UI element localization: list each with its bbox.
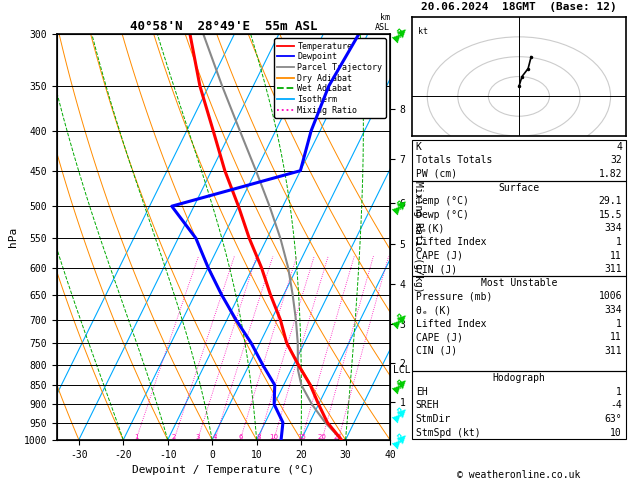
Legend: Temperature, Dewpoint, Parcel Trajectory, Dry Adiabat, Wet Adiabat, Isotherm, Mi: Temperature, Dewpoint, Parcel Trajectory…	[274, 38, 386, 118]
Text: 63°: 63°	[604, 414, 622, 424]
Text: EH: EH	[416, 387, 428, 397]
Text: CIN (J): CIN (J)	[416, 264, 457, 274]
Text: 4: 4	[213, 434, 217, 440]
Text: StmDir: StmDir	[416, 414, 451, 424]
Text: Temp (°C): Temp (°C)	[416, 196, 469, 206]
Text: 29.1: 29.1	[599, 196, 622, 206]
Text: 11: 11	[610, 251, 622, 260]
Text: CAPE (J): CAPE (J)	[416, 332, 463, 342]
Text: Pressure (mb): Pressure (mb)	[416, 292, 492, 301]
Text: ▶▶: ▶▶	[391, 376, 410, 395]
Text: 2: 2	[172, 434, 176, 440]
Text: Lifted Index: Lifted Index	[416, 237, 486, 247]
Text: ⇑: ⇑	[393, 379, 404, 392]
Text: 334: 334	[604, 305, 622, 315]
Text: 15.5: 15.5	[599, 210, 622, 220]
Text: ⇑: ⇑	[393, 28, 404, 40]
Text: LCL: LCL	[393, 364, 411, 375]
Text: 334: 334	[604, 224, 622, 233]
Text: 10: 10	[269, 434, 278, 440]
Text: 4: 4	[616, 142, 622, 152]
X-axis label: Dewpoint / Temperature (°C): Dewpoint / Temperature (°C)	[132, 465, 314, 475]
Text: CAPE (J): CAPE (J)	[416, 251, 463, 260]
Text: 32: 32	[610, 156, 622, 165]
Text: 1: 1	[134, 434, 138, 440]
Text: 1.82: 1.82	[599, 169, 622, 179]
Text: ⇑: ⇑	[393, 434, 404, 446]
Text: © weatheronline.co.uk: © weatheronline.co.uk	[457, 470, 581, 480]
Text: ⇑: ⇑	[393, 313, 404, 326]
Text: ⇑: ⇑	[393, 407, 404, 420]
Text: 1: 1	[616, 237, 622, 247]
Text: 311: 311	[604, 346, 622, 356]
Y-axis label: hPa: hPa	[8, 227, 18, 247]
Text: SREH: SREH	[416, 400, 439, 410]
Text: PW (cm): PW (cm)	[416, 169, 457, 179]
Text: ▶▶: ▶▶	[391, 310, 410, 329]
Text: 20.06.2024  18GMT  (Base: 12): 20.06.2024 18GMT (Base: 12)	[421, 2, 617, 12]
Text: 15: 15	[297, 434, 306, 440]
Text: Lifted Index: Lifted Index	[416, 319, 486, 329]
Text: ▶▶: ▶▶	[391, 404, 410, 423]
Text: θₑ (K): θₑ (K)	[416, 305, 451, 315]
Text: 1: 1	[616, 319, 622, 329]
Text: θₑ(K): θₑ(K)	[416, 224, 445, 233]
Text: Mixing Ratio (g/kg): Mixing Ratio (g/kg)	[413, 181, 423, 293]
Text: StmSpd (kt): StmSpd (kt)	[416, 428, 481, 437]
Text: Most Unstable: Most Unstable	[481, 278, 557, 288]
Text: 1: 1	[616, 387, 622, 397]
Text: 25: 25	[334, 434, 343, 440]
Text: Dewp (°C): Dewp (°C)	[416, 210, 469, 220]
Text: CIN (J): CIN (J)	[416, 346, 457, 356]
Text: kt: kt	[418, 27, 428, 36]
Text: Hodograph: Hodograph	[493, 373, 545, 383]
Text: 20: 20	[318, 434, 326, 440]
Text: ⇑: ⇑	[393, 200, 404, 213]
Text: 6: 6	[238, 434, 243, 440]
Text: ▶▶: ▶▶	[391, 430, 410, 450]
Text: ▶▶: ▶▶	[391, 24, 410, 44]
Title: 40°58'N  28°49'E  55m ASL: 40°58'N 28°49'E 55m ASL	[130, 20, 317, 33]
Text: Totals Totals: Totals Totals	[416, 156, 492, 165]
Text: 3: 3	[196, 434, 200, 440]
Text: 8: 8	[257, 434, 261, 440]
Text: Surface: Surface	[498, 183, 540, 192]
Text: 311: 311	[604, 264, 622, 274]
Text: 1006: 1006	[599, 292, 622, 301]
Text: K: K	[416, 142, 421, 152]
Text: 10: 10	[610, 428, 622, 437]
Text: -4: -4	[610, 400, 622, 410]
Text: km
ASL: km ASL	[375, 13, 390, 32]
Text: 11: 11	[610, 332, 622, 342]
Text: ▶▶: ▶▶	[391, 197, 410, 216]
